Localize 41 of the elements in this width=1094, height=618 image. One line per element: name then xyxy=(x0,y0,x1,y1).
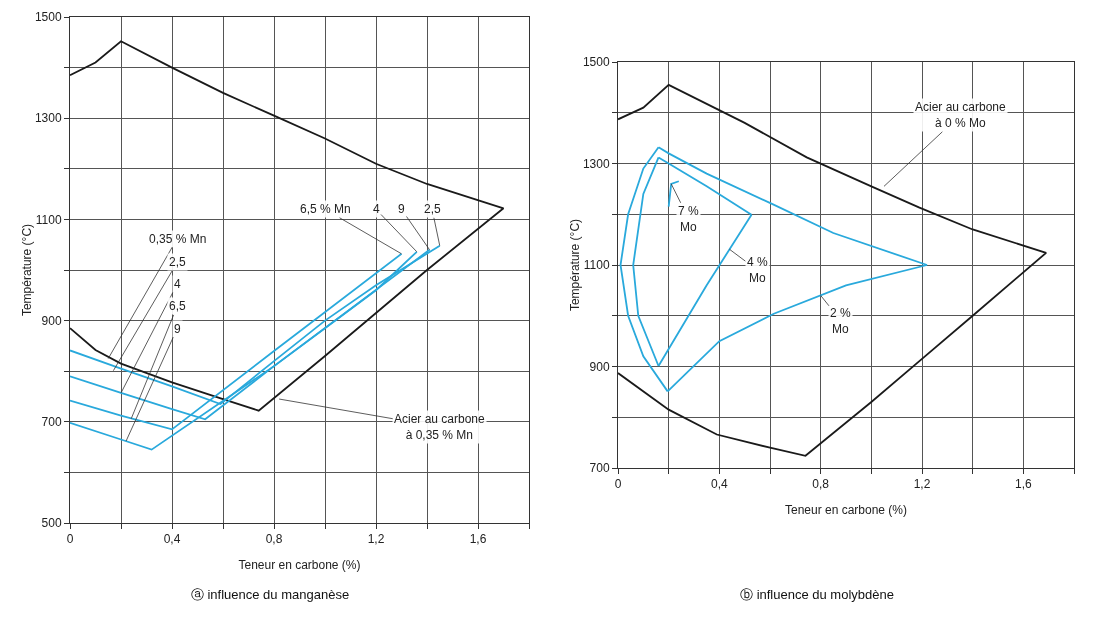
annotation: 6,5 % Mn xyxy=(300,202,351,216)
annotation: 4 xyxy=(174,277,181,291)
annotation: 2,5 xyxy=(169,255,187,269)
annotation: 2 % Mo xyxy=(830,306,852,336)
annotation: 4 % Mo xyxy=(747,255,769,285)
y-tick-label: 1500 xyxy=(582,55,610,70)
y-tick-label: 700 xyxy=(589,461,610,476)
annotation: 2,5 xyxy=(424,202,442,216)
x-tick-label: 1,6 xyxy=(1014,477,1032,492)
y-axis-title: Température (°C) xyxy=(19,223,34,317)
x-tick-label: 0 xyxy=(614,477,622,492)
x-tick-label: 0,4 xyxy=(163,532,181,547)
y-tick-label: 500 xyxy=(41,516,62,531)
y-tick-label: 1500 xyxy=(34,10,62,25)
x-axis-title: Teneur en carbone (%) xyxy=(784,503,908,517)
text: ⓐ influence du manganèse xyxy=(190,587,350,603)
x-tick-label: 0 xyxy=(66,532,74,547)
x-tick-label: 1,2 xyxy=(913,477,931,492)
x-tick-label: 1,6 xyxy=(469,532,487,547)
annotation: 9 xyxy=(174,322,181,336)
x-tick-label: 1,2 xyxy=(367,532,385,547)
y-tick-label: 1300 xyxy=(582,156,610,171)
annotation: 0,35 % Mn xyxy=(149,232,207,246)
y-tick-label: 1300 xyxy=(34,111,62,126)
annotation: Acier au carbone à 0,35 % Mn xyxy=(394,412,486,442)
y-tick-label: 900 xyxy=(41,313,62,328)
annotation: 6,5 xyxy=(169,299,187,313)
annotation: Acier au carbone à 0 % Mo xyxy=(915,100,1007,130)
y-tick-label: 1100 xyxy=(583,258,610,273)
annotation: 9 xyxy=(398,202,405,216)
y-tick-label: 1100 xyxy=(35,212,62,227)
y-tick-label: 900 xyxy=(589,359,610,374)
x-tick-label: 0,8 xyxy=(265,532,283,547)
y-tick-label: 700 xyxy=(41,415,62,429)
x-axis-title: Teneur en carbone (%) xyxy=(238,558,361,572)
x-tick-label: 0,4 xyxy=(710,477,728,492)
annotation: 7 % Mo xyxy=(678,204,700,234)
text: ⓑ influence du molybdène xyxy=(740,587,894,603)
annotation: 4 xyxy=(373,202,380,216)
y-axis-title: Température (°C) xyxy=(567,218,582,312)
x-tick-label: 0,8 xyxy=(812,477,830,492)
